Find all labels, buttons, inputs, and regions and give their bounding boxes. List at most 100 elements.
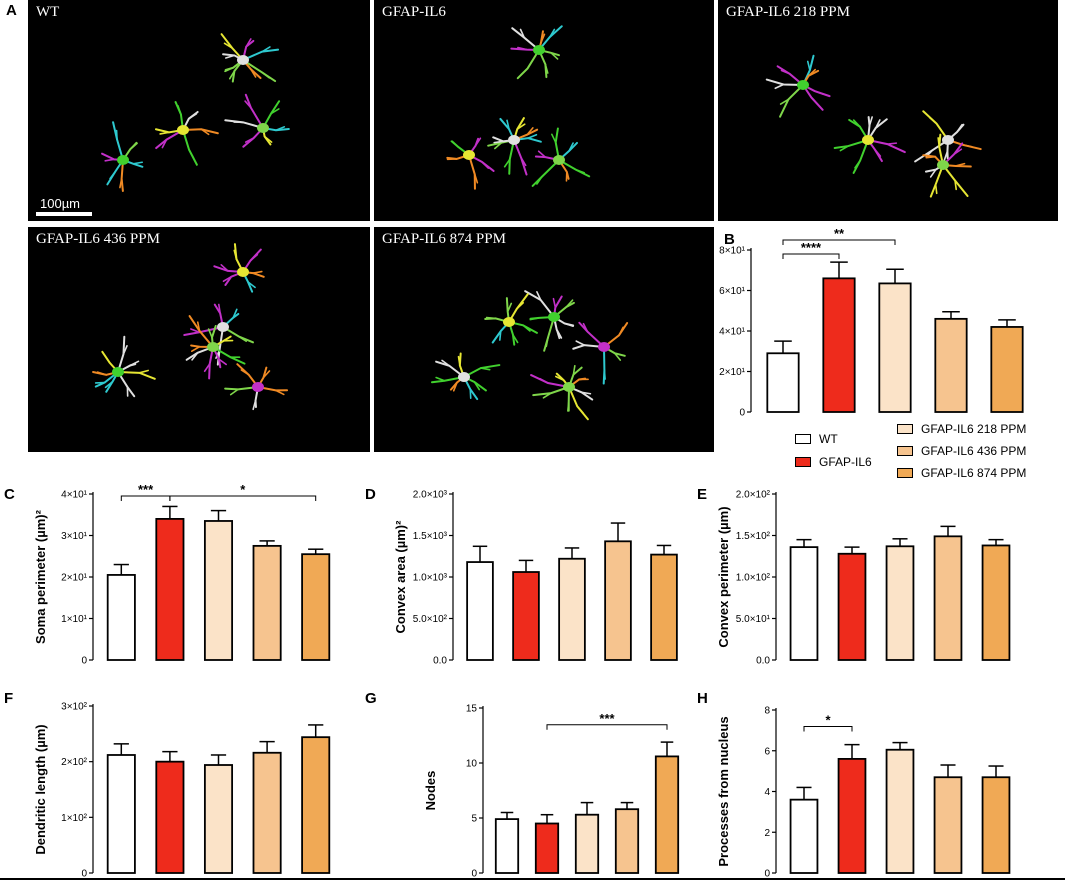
legend-item-wt: WT xyxy=(795,432,838,446)
cell-branch xyxy=(536,291,542,301)
cell-soma xyxy=(563,382,575,392)
bar xyxy=(466,561,494,661)
cell-branch xyxy=(563,322,574,328)
y-tick-label: 2×10¹ xyxy=(719,367,746,378)
cell-branch xyxy=(618,326,624,337)
y-tick-label: 1.0×10² xyxy=(736,573,771,584)
cell-branch xyxy=(159,131,170,135)
cell-branch xyxy=(551,133,557,144)
bar xyxy=(301,736,331,874)
significance-bracket: * xyxy=(169,482,317,501)
traced-cell xyxy=(487,117,542,176)
cell-branch xyxy=(207,328,213,339)
panel-letter-c: C xyxy=(4,486,15,503)
cell-branch xyxy=(575,340,586,346)
cell-branch xyxy=(188,113,198,120)
significance-label: *** xyxy=(599,711,615,726)
cell-branch xyxy=(555,328,561,340)
y-tick-label: 2.0×10² xyxy=(736,490,771,501)
traced-cell xyxy=(220,33,280,83)
cell-soma xyxy=(112,367,124,377)
traced-cell xyxy=(510,25,563,80)
cell-branch xyxy=(852,119,861,128)
cell-branch xyxy=(839,145,849,152)
micrograph-label: WT xyxy=(36,4,60,20)
y-tick-label: 4×10¹ xyxy=(719,327,746,338)
y-tick-label: 2×10² xyxy=(61,757,88,768)
cell-branch xyxy=(519,28,526,39)
traced-cell xyxy=(833,116,906,174)
traced-cell xyxy=(446,137,495,190)
y-axis-label: Dendritic length (µm) xyxy=(33,724,48,854)
cell-branch xyxy=(191,352,199,361)
bar xyxy=(981,544,1011,661)
cell-branch xyxy=(261,71,271,79)
legend-swatch xyxy=(897,446,913,456)
y-tick-label: 6 xyxy=(764,746,770,757)
cell-branch xyxy=(520,67,529,76)
cell-branch xyxy=(129,141,138,150)
cell-branch xyxy=(237,335,248,343)
y-tick-label: 8 xyxy=(764,706,770,717)
bar xyxy=(766,352,800,413)
cell-soma xyxy=(177,125,189,135)
cell-branch xyxy=(552,297,557,309)
cell-soma xyxy=(797,80,809,90)
cell-branch xyxy=(572,364,576,376)
cell-branch xyxy=(603,369,606,380)
cell-branch xyxy=(565,299,574,308)
cell-branch xyxy=(517,46,528,51)
cell-branch xyxy=(247,281,256,289)
legend-swatch xyxy=(897,424,913,434)
y-tick-label: 2 xyxy=(764,828,770,839)
cell-branch xyxy=(540,33,546,44)
traced-cell xyxy=(765,54,831,118)
bar xyxy=(604,540,632,661)
significance-label: ** xyxy=(834,226,845,241)
cell-soma xyxy=(508,135,520,145)
bar xyxy=(512,571,540,661)
y-tick-label: 1.5×10³ xyxy=(413,531,448,542)
bar xyxy=(614,808,640,874)
cell-branch xyxy=(473,381,481,391)
cell-branch xyxy=(529,317,540,321)
cell-branch xyxy=(263,135,273,143)
y-tick-label: 5 xyxy=(471,814,477,825)
bar xyxy=(155,760,185,874)
bar xyxy=(878,282,912,413)
cell-branch xyxy=(542,392,552,399)
legend-item-218ppm: GFAP-IL6 218 PPM xyxy=(897,422,1026,436)
cell-branch xyxy=(548,28,556,38)
legend-swatch xyxy=(795,434,811,444)
bar xyxy=(203,520,234,661)
cell-branch xyxy=(224,54,236,59)
cell-branch xyxy=(515,301,525,310)
y-axis-label: Convex area (µm)² xyxy=(393,520,408,634)
bar xyxy=(106,754,136,874)
cell-branch xyxy=(807,68,817,77)
scale-bar-label: 100µm xyxy=(40,196,81,211)
cell-soma xyxy=(598,342,610,352)
y-tick-label: 0.0 xyxy=(756,656,770,667)
micrograph-label: GFAP-IL6 436 PPM xyxy=(36,231,160,247)
cell-branch xyxy=(261,46,271,53)
cell-branch xyxy=(779,98,790,105)
cell-branch xyxy=(580,391,592,395)
bracket-line xyxy=(169,495,317,501)
cell-branch xyxy=(222,275,233,283)
cell-branch xyxy=(929,168,937,178)
y-tick-label: 5.0×10² xyxy=(413,614,448,625)
y-tick-label: 1×10² xyxy=(61,813,88,824)
cell-branch xyxy=(955,162,966,167)
panel-letter-a: A xyxy=(6,2,17,19)
y-tick-label: 6×10¹ xyxy=(719,286,746,297)
cell-branch xyxy=(244,137,255,143)
traced-cell xyxy=(224,93,290,148)
y-tick-label: 4 xyxy=(764,787,770,798)
significance-label: * xyxy=(240,482,246,497)
cell-branch xyxy=(576,405,584,414)
cell-branch xyxy=(567,401,570,412)
micrograph-874ppm: GFAP-IL6 874 PPM xyxy=(374,227,714,452)
bracket-line xyxy=(782,253,840,259)
legend-item-gfap-il6: GFAP-IL6 xyxy=(795,455,872,469)
